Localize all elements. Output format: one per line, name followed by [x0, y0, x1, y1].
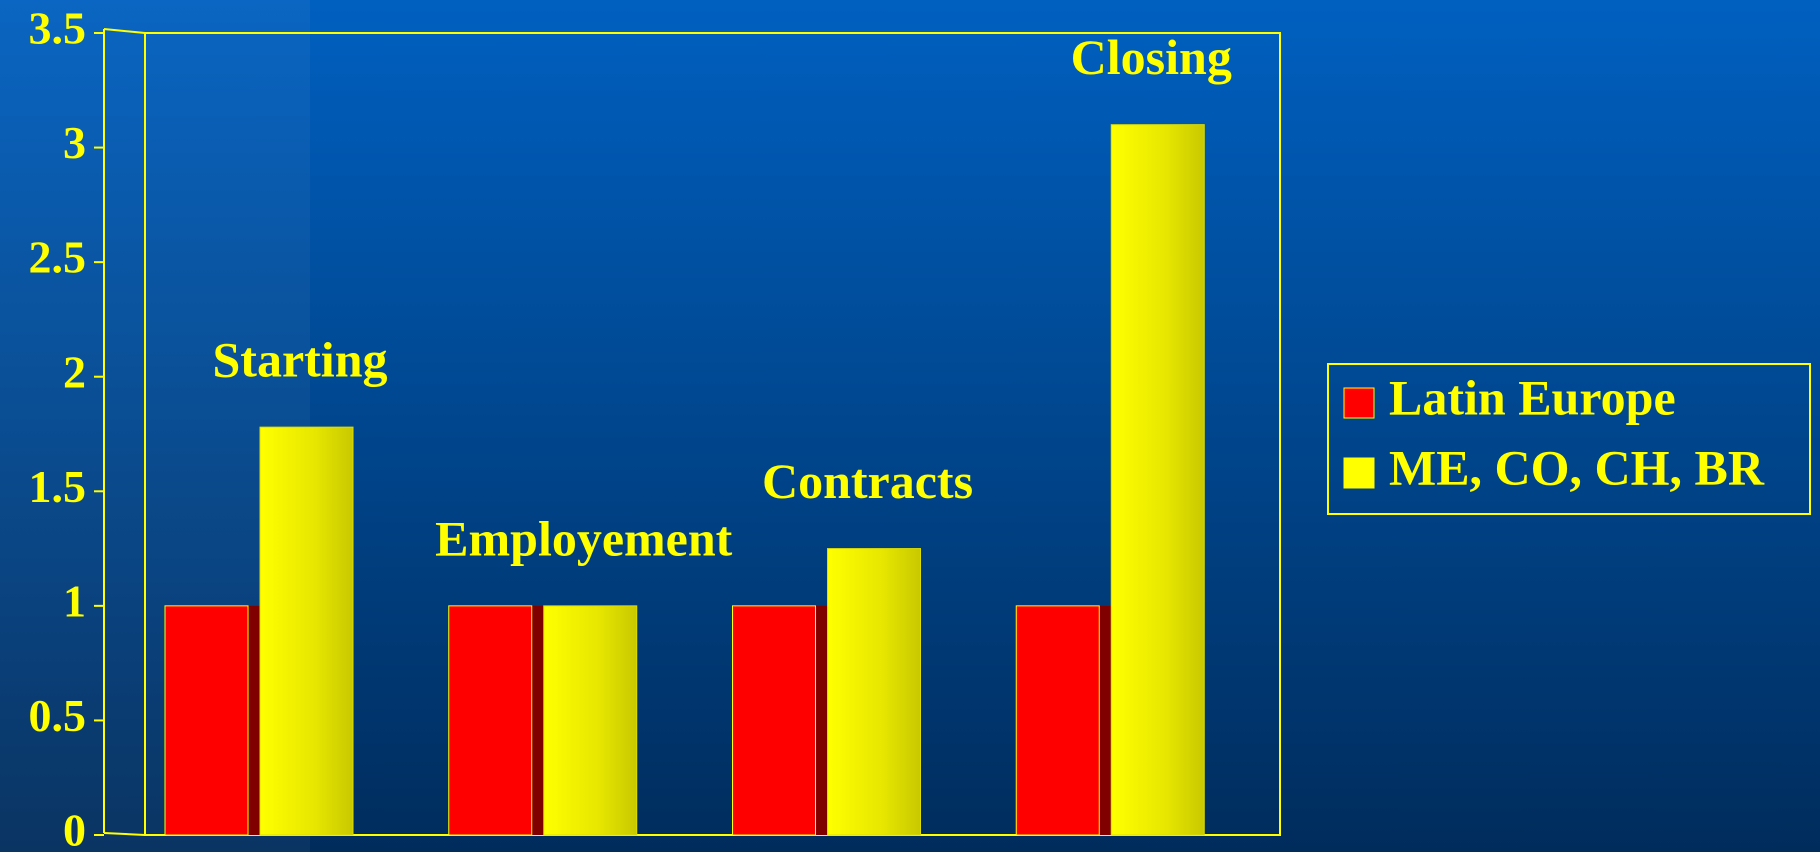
plot-frame — [144, 32, 1281, 836]
category-label: Closing — [1071, 29, 1232, 85]
legend-swatch — [1343, 457, 1375, 489]
y-tick-label: 0.5 — [29, 690, 87, 741]
bar — [1110, 124, 1205, 836]
legend-label: ME, CO, CH, BR — [1389, 439, 1765, 495]
y-tick-label: 3 — [63, 117, 86, 168]
axis-floor — [103, 832, 146, 836]
bar-side — [248, 605, 260, 835]
category-label: Contracts — [762, 453, 973, 509]
y-tick-label: 1 — [63, 575, 86, 626]
bar — [164, 605, 249, 836]
bar-side — [1099, 605, 1112, 835]
bar — [448, 605, 533, 836]
y-tick-label: 2 — [63, 346, 86, 397]
y-tick-label: 2.5 — [29, 232, 87, 283]
category-label: Starting — [213, 332, 388, 388]
bar — [827, 548, 921, 836]
y-tick-label: 0 — [63, 805, 86, 852]
bar — [543, 605, 638, 836]
bar — [732, 605, 816, 836]
bar — [1015, 605, 1100, 836]
legend-swatch — [1343, 387, 1375, 419]
y-tick-label: 1.5 — [29, 461, 87, 512]
bar — [259, 426, 354, 836]
legend-box — [1327, 363, 1811, 515]
legend-label: Latin Europe — [1389, 369, 1676, 425]
bar-side — [531, 605, 544, 835]
axis-top — [103, 28, 146, 34]
y-tick-label: 3.5 — [29, 3, 87, 54]
category-label: Employement — [435, 510, 733, 566]
bar-side — [815, 605, 828, 835]
